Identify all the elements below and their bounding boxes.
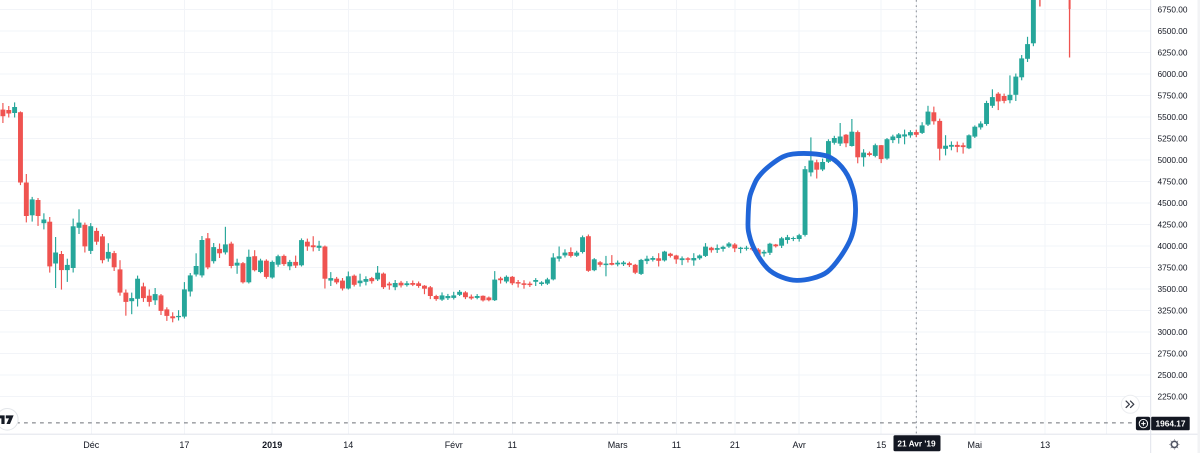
svg-text:3000.00: 3000.00 bbox=[1158, 327, 1188, 337]
svg-text:17: 17 bbox=[179, 440, 189, 450]
svg-text:3750.00: 3750.00 bbox=[1158, 262, 1188, 272]
svg-text:4000.00: 4000.00 bbox=[1158, 241, 1188, 251]
svg-text:13: 13 bbox=[1040, 440, 1050, 450]
svg-text:3250.00: 3250.00 bbox=[1158, 305, 1188, 315]
svg-text:3500.00: 3500.00 bbox=[1158, 284, 1188, 294]
svg-text:Févr: Févr bbox=[445, 440, 463, 450]
svg-text:Mai: Mai bbox=[968, 440, 983, 450]
svg-text:Mars: Mars bbox=[608, 440, 628, 450]
svg-text:5250.00: 5250.00 bbox=[1158, 133, 1188, 143]
svg-text:21 Avr '19: 21 Avr '19 bbox=[897, 439, 936, 449]
svg-text:2500.00: 2500.00 bbox=[1158, 370, 1188, 380]
svg-text:21: 21 bbox=[730, 440, 740, 450]
svg-text:4750.00: 4750.00 bbox=[1158, 176, 1188, 186]
svg-text:5500.00: 5500.00 bbox=[1158, 112, 1188, 122]
svg-text:5750.00: 5750.00 bbox=[1158, 90, 1188, 100]
svg-text:2019: 2019 bbox=[262, 440, 282, 450]
svg-text:11: 11 bbox=[508, 440, 517, 450]
svg-text:6000.00: 6000.00 bbox=[1158, 69, 1188, 79]
svg-text:2750.00: 2750.00 bbox=[1158, 349, 1188, 359]
svg-text:Déc: Déc bbox=[83, 440, 100, 450]
svg-text:11: 11 bbox=[672, 440, 681, 450]
svg-text:Avr: Avr bbox=[793, 440, 806, 450]
svg-text:1964.17: 1964.17 bbox=[1156, 419, 1186, 429]
svg-text:5000.00: 5000.00 bbox=[1158, 155, 1188, 165]
svg-text:6250.00: 6250.00 bbox=[1158, 47, 1188, 57]
svg-text:4500.00: 4500.00 bbox=[1158, 198, 1188, 208]
svg-text:15: 15 bbox=[876, 440, 886, 450]
svg-text:6500.00: 6500.00 bbox=[1158, 26, 1188, 36]
svg-text:4250.00: 4250.00 bbox=[1158, 219, 1188, 229]
svg-text:2250.00: 2250.00 bbox=[1158, 392, 1188, 402]
svg-text:14: 14 bbox=[343, 440, 353, 450]
svg-text:6750.00: 6750.00 bbox=[1158, 4, 1188, 14]
